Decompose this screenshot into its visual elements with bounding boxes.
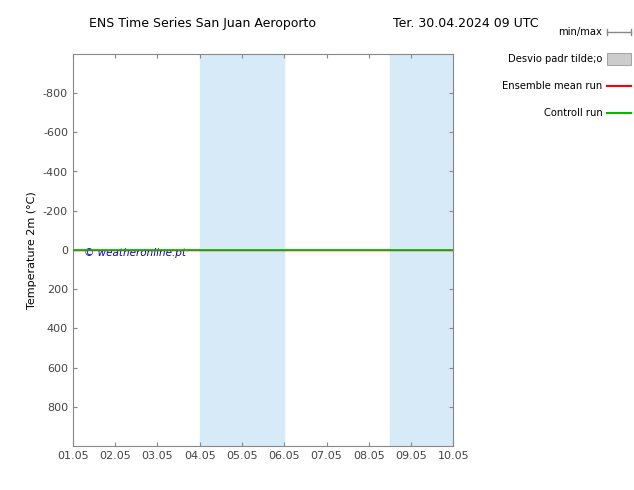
Text: min/max: min/max [559,27,602,37]
Bar [200,54,284,446]
Bar [390,54,453,446]
Text: Ensemble mean run: Ensemble mean run [502,81,602,91]
Text: Controll run: Controll run [543,108,602,118]
Text: © weatheronline.pt: © weatheronline.pt [84,248,186,258]
Text: Ter. 30.04.2024 09 UTC: Ter. 30.04.2024 09 UTC [393,17,538,30]
Y-axis label: Temperature 2m (°C): Temperature 2m (°C) [27,191,37,309]
Text: Desvio padr tilde;o: Desvio padr tilde;o [508,54,602,64]
Text: ENS Time Series San Juan Aeroporto: ENS Time Series San Juan Aeroporto [89,17,316,30]
